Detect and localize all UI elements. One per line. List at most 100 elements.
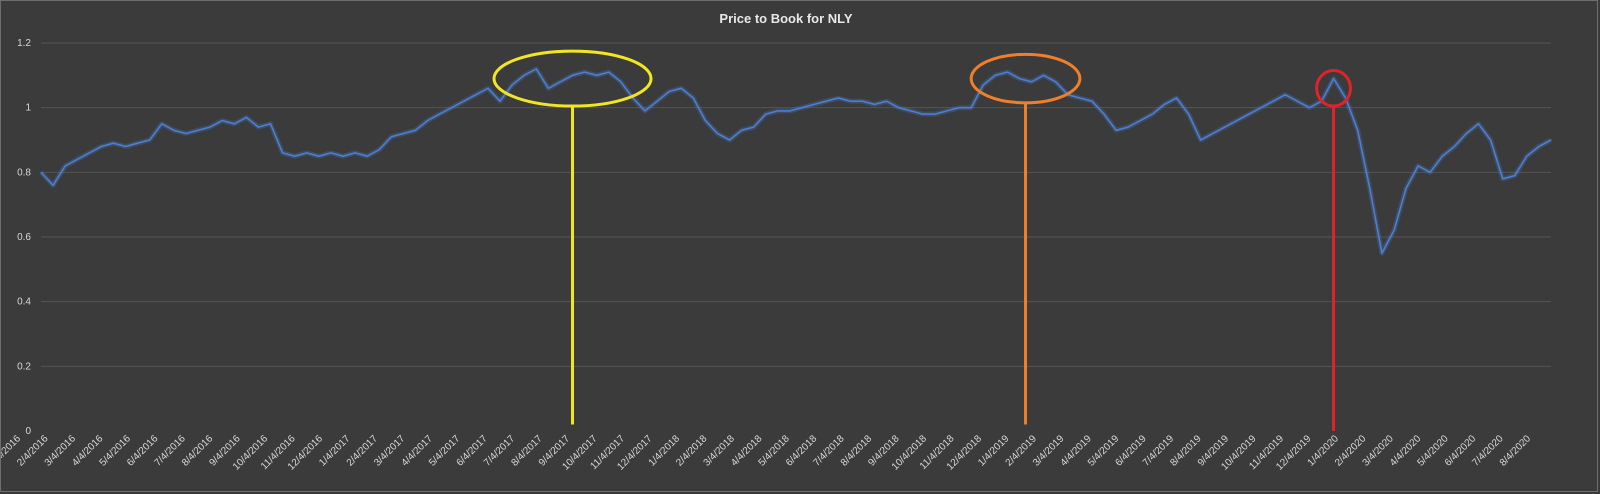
data-point bbox=[596, 74, 598, 76]
data-point bbox=[1139, 120, 1141, 122]
data-point bbox=[1224, 126, 1226, 128]
data-point bbox=[716, 132, 719, 135]
data-point bbox=[475, 94, 477, 96]
data-point bbox=[535, 68, 537, 70]
data-point bbox=[1175, 97, 1178, 99]
data-point bbox=[52, 184, 54, 186]
data-point bbox=[922, 113, 924, 115]
data-point bbox=[801, 107, 803, 109]
data-point bbox=[1200, 139, 1202, 141]
data-point bbox=[269, 123, 272, 125]
data-point bbox=[161, 123, 163, 125]
data-point bbox=[1127, 126, 1129, 128]
data-point bbox=[1212, 132, 1214, 135]
data-point bbox=[378, 149, 380, 151]
data-point bbox=[245, 116, 247, 118]
data-point bbox=[414, 129, 417, 131]
data-point bbox=[1188, 113, 1190, 115]
data-point bbox=[354, 152, 356, 154]
y-axis-ticks: 0 0.2 0.4 0.6 0.8 1 1.2 bbox=[17, 38, 31, 437]
data-point bbox=[40, 171, 42, 173]
data-point bbox=[704, 120, 707, 122]
y-tick-label: 0.2 bbox=[17, 361, 31, 372]
data-point bbox=[282, 152, 284, 154]
data-point bbox=[765, 113, 767, 115]
data-point bbox=[644, 110, 646, 112]
data-point bbox=[1465, 132, 1468, 135]
annotation-layer bbox=[492, 49, 1352, 431]
data-point bbox=[100, 145, 102, 148]
data-point bbox=[523, 74, 525, 76]
data-point bbox=[330, 152, 332, 154]
data-point bbox=[777, 110, 779, 112]
y-tick-label: 0.4 bbox=[17, 297, 31, 308]
data-point bbox=[137, 142, 139, 144]
data-point bbox=[946, 110, 948, 112]
data-point bbox=[463, 100, 465, 102]
data-point bbox=[970, 107, 972, 109]
data-point bbox=[861, 100, 864, 102]
data-point bbox=[608, 71, 610, 73]
data-point bbox=[1453, 145, 1455, 148]
data-point bbox=[1477, 123, 1480, 125]
data-point bbox=[257, 126, 260, 128]
data-point bbox=[294, 155, 296, 157]
data-point bbox=[1006, 71, 1009, 73]
y-tick-label: 0 bbox=[25, 426, 31, 437]
data-point bbox=[499, 100, 501, 102]
series-layer bbox=[39, 66, 1553, 256]
data-point bbox=[620, 81, 622, 83]
data-point bbox=[692, 97, 694, 99]
data-point bbox=[656, 100, 658, 102]
data-point bbox=[547, 87, 549, 89]
data-point bbox=[789, 110, 791, 112]
data-point bbox=[849, 100, 851, 102]
data-point bbox=[1502, 178, 1504, 180]
data-point bbox=[1490, 139, 1492, 141]
data-point bbox=[233, 123, 235, 125]
y-tick-label: 1.2 bbox=[17, 38, 31, 49]
data-point bbox=[1103, 113, 1105, 115]
data-point bbox=[873, 103, 876, 106]
data-point bbox=[728, 139, 731, 141]
data-point bbox=[1332, 77, 1335, 80]
data-point bbox=[511, 84, 513, 86]
data-point bbox=[982, 84, 984, 86]
data-point bbox=[1236, 120, 1238, 122]
data-point bbox=[680, 87, 682, 89]
data-point bbox=[1550, 139, 1552, 141]
data-point bbox=[1030, 81, 1033, 83]
annotation-ellipse bbox=[1315, 68, 1352, 108]
data-point bbox=[994, 74, 996, 76]
data-point bbox=[439, 113, 441, 115]
data-point bbox=[1115, 129, 1117, 131]
data-point bbox=[753, 126, 755, 128]
data-point bbox=[571, 74, 574, 76]
data-point bbox=[813, 103, 815, 106]
data-point bbox=[1538, 145, 1540, 148]
data-point bbox=[221, 120, 223, 122]
data-point bbox=[390, 136, 392, 138]
data-point bbox=[318, 155, 320, 157]
series-line bbox=[40, 68, 1552, 254]
data-point bbox=[1393, 229, 1395, 232]
data-point bbox=[1272, 100, 1274, 102]
data-point bbox=[898, 107, 900, 109]
data-point bbox=[1357, 129, 1359, 131]
data-point bbox=[741, 129, 743, 131]
y-tick-label: 0.6 bbox=[17, 232, 31, 243]
data-point bbox=[306, 152, 308, 154]
data-point bbox=[1091, 100, 1093, 102]
data-point bbox=[668, 90, 670, 93]
data-point bbox=[1284, 94, 1286, 96]
chart-title: Price to Book for NLY bbox=[719, 11, 852, 26]
data-point bbox=[426, 120, 429, 122]
data-point bbox=[1381, 252, 1383, 254]
data-point bbox=[487, 87, 489, 89]
data-point bbox=[185, 132, 187, 135]
data-point bbox=[1296, 100, 1298, 102]
data-point bbox=[1405, 187, 1407, 190]
data-point bbox=[124, 145, 127, 148]
annotation-ellipse bbox=[492, 49, 653, 108]
